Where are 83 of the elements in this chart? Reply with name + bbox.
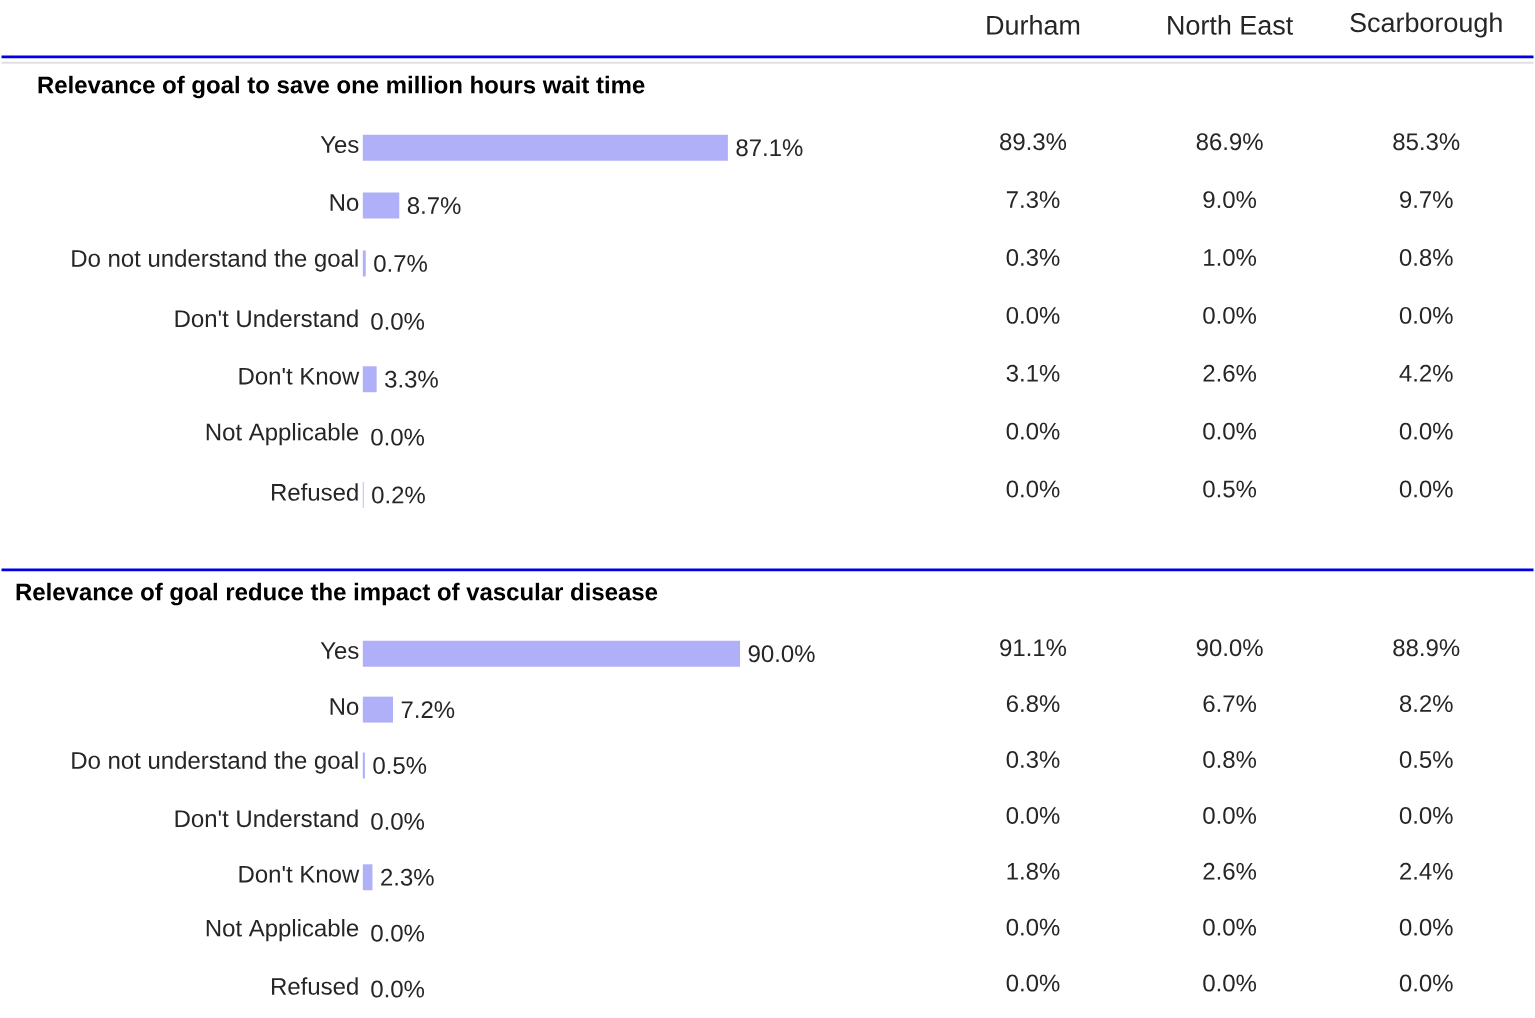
data-label: 0.2% [372, 486, 425, 504]
text: 0.0% [1399, 422, 1453, 440]
text: 0.3% [1006, 751, 1060, 768]
bar [362, 752, 365, 779]
text: 1.8% [1007, 862, 1060, 880]
data-label: 7.2% [401, 701, 455, 719]
text: 7.3% [1006, 191, 1060, 209]
text: 89.3% [1000, 133, 1067, 151]
y-tick-label: Don't Understand [175, 309, 358, 328]
y-tick-label: Refused [272, 977, 358, 995]
text: 0.0% [1203, 806, 1257, 824]
data-label: 87.1% [736, 139, 803, 157]
data-label: 0.0% [371, 924, 425, 942]
y-tick-label: No [330, 698, 359, 715]
text: 0.8% [1203, 751, 1257, 768]
text: 91.1% [1000, 639, 1067, 657]
data-label: 0.0% [371, 980, 425, 998]
text: 0.0% [1399, 974, 1453, 992]
category-label: North East [1168, 15, 1294, 35]
category-label: Scarborough [1350, 12, 1502, 38]
text: 0.0% [1399, 306, 1453, 324]
text: 2.6% [1203, 862, 1257, 880]
text: 6.8% [1006, 695, 1060, 713]
text: 2.4% [1400, 862, 1453, 880]
bar [362, 864, 373, 891]
bar [362, 134, 728, 161]
bar [362, 640, 741, 667]
data-label: 90.0% [748, 645, 815, 663]
data-label: 0.0% [371, 812, 425, 830]
bar [362, 192, 400, 219]
text: 2.6% [1203, 364, 1257, 382]
text: 9.0% [1203, 191, 1257, 209]
text: 0.0% [1006, 806, 1060, 824]
text: 0.0% [1203, 918, 1257, 936]
text: 9.7% [1400, 191, 1453, 209]
text: 8.2% [1399, 695, 1453, 713]
text: 85.3% [1393, 133, 1460, 151]
data-label: 0.5% [373, 757, 427, 774]
y-tick-label: Yes [320, 136, 359, 154]
y-tick-label: Don't Know [239, 367, 360, 385]
text: 4.2% [1399, 364, 1453, 382]
y-tick-label: Not Applicable [206, 422, 359, 446]
text: 6.7% [1203, 695, 1257, 713]
text: 1.0% [1204, 249, 1257, 266]
y-tick-label: Don't Understand [175, 809, 358, 828]
y-tick-label: Do not understand the goal [72, 751, 358, 774]
data-label: 3.3% [385, 370, 438, 388]
text: 90.0% [1196, 639, 1263, 657]
text: 86.9% [1196, 133, 1263, 151]
data-label: 2.3% [381, 868, 434, 886]
text: 0.0% [1006, 918, 1060, 936]
bar [362, 366, 377, 393]
text: 0.0% [1399, 480, 1453, 498]
bar [362, 696, 393, 723]
text: 0.0% [1006, 422, 1060, 440]
y-tick-label: Do not understand the goal [72, 249, 358, 272]
text: 0.0% [1203, 306, 1257, 324]
text: 0.0% [1203, 422, 1257, 440]
text: 0.0% [1006, 306, 1060, 324]
bar [362, 250, 366, 277]
y-tick-label: Yes [320, 642, 359, 660]
chart-title: Relevance of goal to save one million hours wait time [38, 75, 645, 99]
data-label: 0.0% [371, 312, 425, 330]
data-label: 0.7% [374, 255, 427, 272]
y-tick-label: No [330, 194, 359, 211]
text: 0.3% [1006, 249, 1060, 266]
data-label: 0.0% [371, 428, 425, 446]
text: 88.9% [1393, 639, 1460, 657]
text: 0.8% [1399, 249, 1453, 266]
text: 0.5% [1203, 480, 1257, 498]
text: 3.1% [1006, 364, 1060, 382]
y-tick-label: Not Applicable [206, 919, 359, 942]
text: 0.0% [1006, 480, 1060, 498]
y-tick-label: Don't Know [239, 865, 360, 883]
text: 0.0% [1399, 806, 1453, 824]
data-label: 8.7% [407, 197, 461, 215]
text: 0.0% [1399, 918, 1453, 936]
text: 0.5% [1399, 751, 1453, 768]
chart-title: Relevance of goal reduce the impact of vascular disease [16, 582, 658, 606]
category-label: Durham [987, 15, 1080, 35]
text: 0.0% [1006, 974, 1060, 992]
text: 0.0% [1203, 974, 1257, 992]
y-tick-label: Refused [272, 483, 358, 501]
